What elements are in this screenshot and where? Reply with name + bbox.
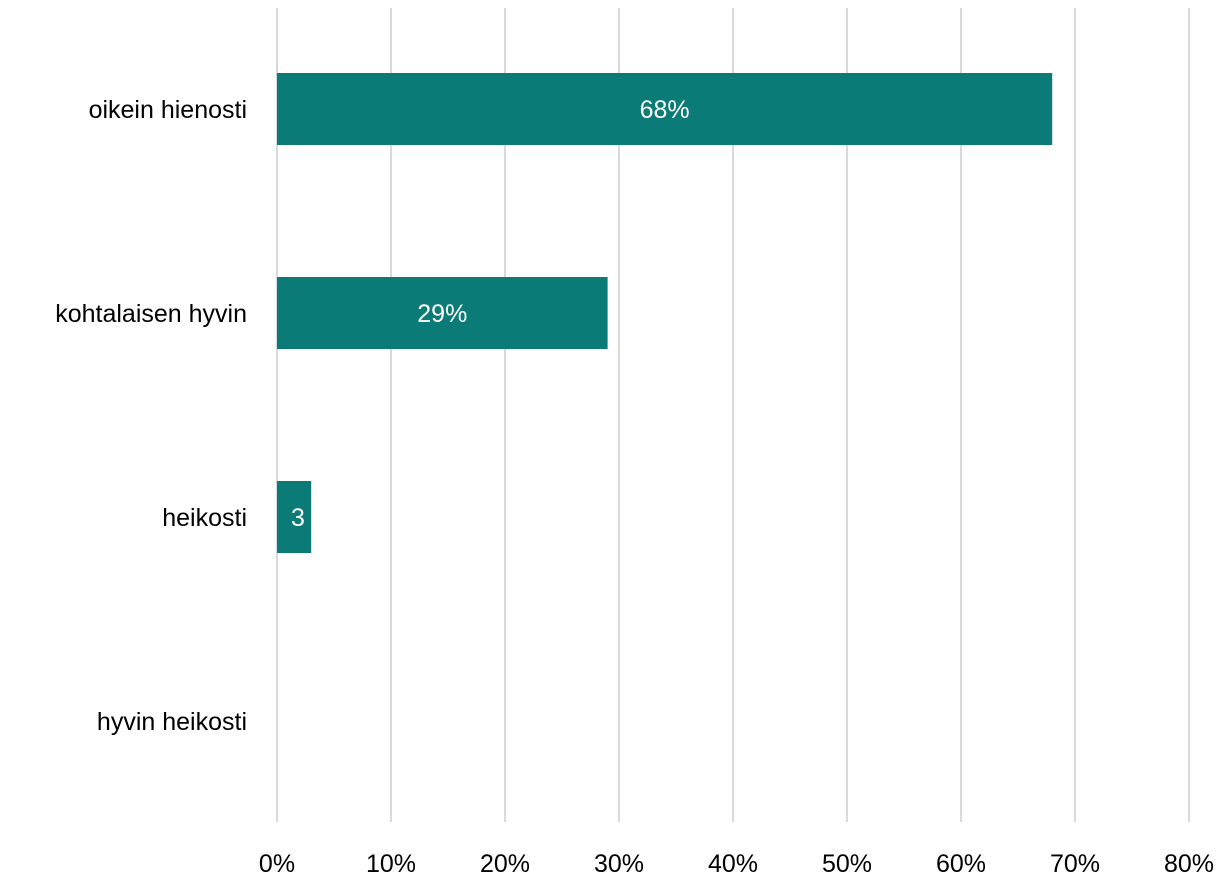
bar-2 — [277, 481, 312, 553]
x-tick-label-50: 50% — [822, 850, 872, 876]
category-label-2: heikosti — [162, 504, 247, 532]
data-label-0: 68% — [640, 96, 690, 124]
category-label-3: hyvin heikosti — [97, 708, 247, 736]
x-tick-label-80: 80% — [1164, 850, 1214, 876]
category-label-1: kohtalaisen hyvin — [55, 300, 247, 328]
bar-1 — [277, 277, 608, 349]
x-tick-label-30: 30% — [594, 850, 644, 876]
bar-series — [277, 73, 1053, 553]
x-tick-label-70: 70% — [1050, 850, 1100, 876]
data-labels: 68% 29% 3 — [291, 96, 690, 532]
value-axis: 0% 10% 20% 30% 40% 50% 60% 70% 80% — [259, 850, 1214, 876]
x-tick-label-60: 60% — [936, 850, 986, 876]
x-tick-label-40: 40% — [708, 850, 758, 876]
category-label-0: oikein hienosti — [89, 96, 247, 124]
x-tick-label-20: 20% — [480, 850, 530, 876]
x-tick-label-10: 10% — [366, 850, 416, 876]
category-axis: oikein hienosti kohtalaisen hyvin heikosti… — [55, 96, 247, 736]
bar-0 — [277, 73, 1053, 145]
x-tick-label-0: 0% — [259, 850, 295, 876]
data-label-2: 3 — [291, 504, 305, 532]
data-label-1: 29% — [417, 300, 467, 328]
